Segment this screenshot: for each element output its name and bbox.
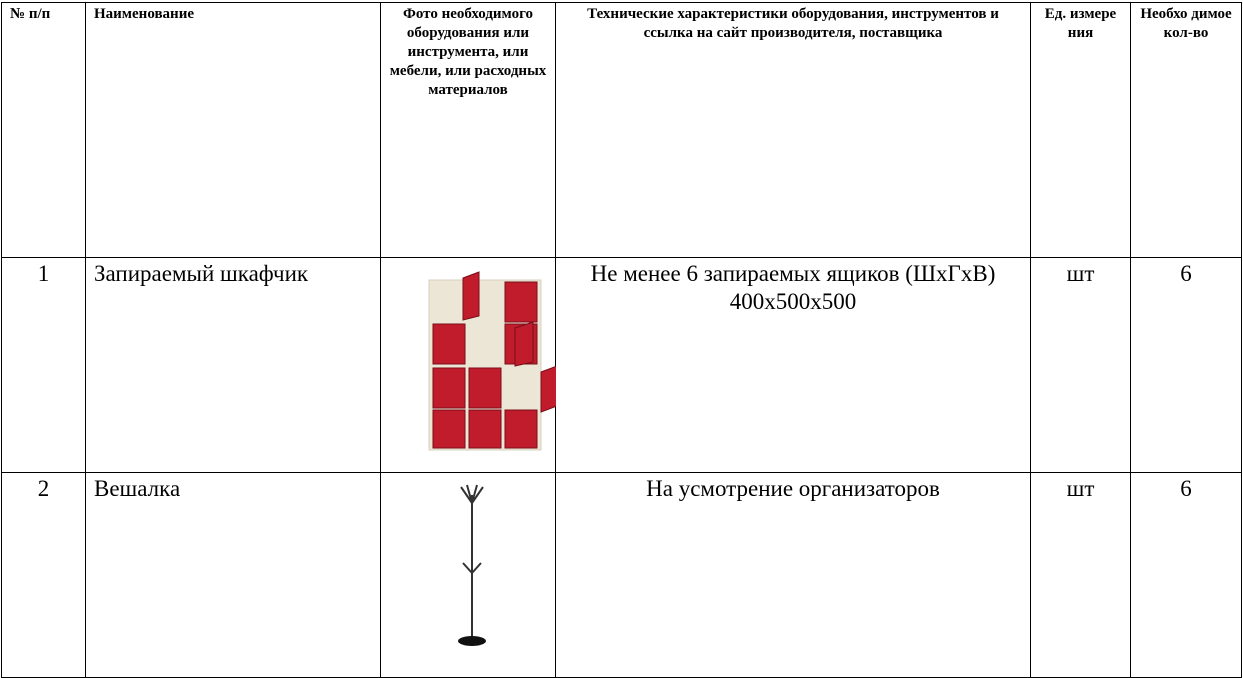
cell-qty: 6 [1130, 472, 1242, 678]
cell-number: 1 [1, 257, 86, 473]
cell-unit: шт [1030, 472, 1131, 678]
header-row: № п/п Наименование Фото необходимого обо… [1, 2, 1242, 258]
locker-image [428, 271, 556, 451]
header-cell: Ед. измере ния [1030, 2, 1131, 258]
cell-unit: шт [1030, 257, 1131, 473]
header-cell: № п/п [1, 2, 86, 258]
row: 2 Вешалка На усмотрение организаторов шт… [1, 472, 1242, 678]
cell-spec: Не менее 6 запираемых ящиков (ШхГхВ) 400… [555, 257, 1031, 473]
cell-photo [380, 472, 556, 678]
cell-qty: 6 [1130, 257, 1242, 473]
header-cell: Наименование [85, 2, 381, 258]
coat-rack-image [458, 484, 486, 646]
header-cell: Технические характеристики оборудования,… [555, 2, 1031, 258]
cell-name: Вешалка [85, 472, 381, 678]
header-cell: Необхо димое кол-во [1130, 2, 1242, 258]
cell-number: 2 [1, 472, 86, 678]
cell-photo [380, 257, 556, 473]
cell-spec: На усмотрение организаторов [555, 472, 1031, 678]
row: 1 Запираемый шкафчик Не менее 6 запираем… [1, 257, 1242, 473]
cell-name: Запираемый шкафчик [85, 257, 381, 473]
header-cell: Фото необходимого оборудования или инстр… [380, 2, 556, 258]
